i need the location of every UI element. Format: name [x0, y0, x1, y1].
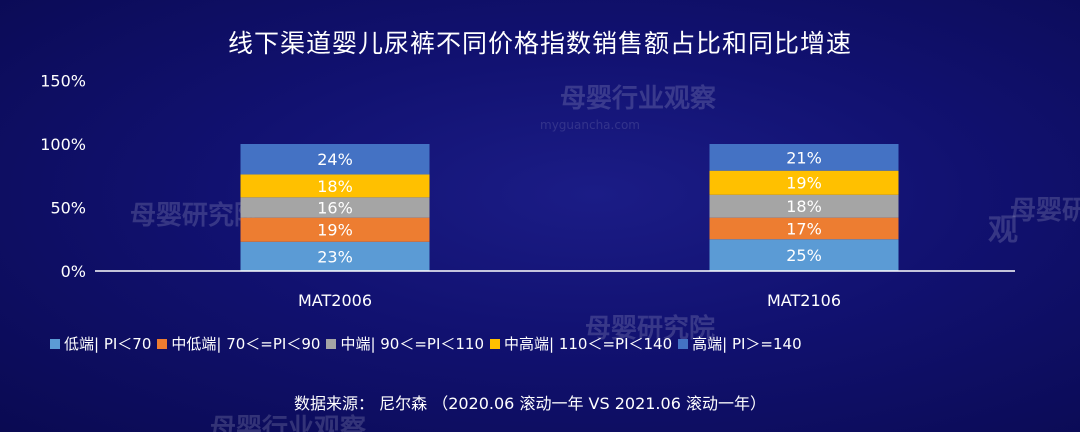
watermark: 母婴行业观察 [210, 414, 367, 432]
watermark: 母婴研究院 [130, 201, 261, 231]
y-tick-label: 150% [40, 72, 86, 91]
legend-label: 高端| PI＞=140 [692, 335, 802, 353]
bar-segment [240, 217, 430, 242]
legend-label: 中端| 90＜=PI＜110 [340, 335, 485, 353]
data-label: 23% [317, 247, 353, 266]
bar-segment [240, 144, 430, 175]
legend: 低端| PI＜70 中低端| 70＜=PI＜90 中端| 90＜=PI＜110 中高端… [50, 333, 1050, 354]
data-label: 17% [786, 219, 822, 238]
legend-swatch [157, 338, 168, 349]
bar-segment [709, 170, 899, 195]
data-label: 19% [786, 174, 822, 193]
bar-segment [709, 144, 899, 171]
stacked-bar-chart: 0% 50% 100% 150% 23% 19% 16% 18% 24% 25% 17% 18% 19… [40, 72, 1015, 310]
watermark: 母婴行业观察 [560, 84, 717, 114]
data-label: 25% [786, 246, 822, 265]
legend-item: 中低端| 70＜=PI＜90 [157, 333, 320, 354]
legend-label: 中低端| 70＜=PI＜90 [171, 335, 321, 353]
watermark: 观 [988, 213, 1018, 248]
y-axis: 0% 50% 100% 150% [40, 72, 86, 282]
x-axis: MAT2006 MAT2106 [95, 270, 1015, 310]
bar-segment [709, 194, 899, 218]
bar-segment [240, 241, 430, 271]
bars: 23% 19% 16% 18% 24% 25% 17% 18% 19% 21% [240, 144, 899, 271]
bar-segment [240, 197, 430, 218]
source-note: 数据来源： 尼尔森 （2020.06 滚动一年 VS 2021.06 滚动一年） [294, 394, 766, 413]
y-tick-label: 100% [40, 135, 86, 154]
x-tick-label: MAT2006 [298, 291, 372, 310]
watermark: 母婴研究院 [1010, 196, 1080, 226]
legend-swatch [50, 338, 60, 349]
data-label: 16% [317, 199, 353, 218]
bar-segment [709, 239, 899, 271]
legend-swatch [490, 338, 501, 349]
chart-title: 线下渠道婴儿尿裤不同价格指数销售额占比和同比增速 [227, 29, 852, 58]
data-label: 19% [317, 221, 353, 240]
bar-segment [240, 174, 430, 198]
data-label: 24% [317, 150, 353, 169]
watermark: 母婴研究院 [585, 314, 716, 344]
legend-swatch [678, 338, 689, 349]
legend-label: 低端| PI＜70 [64, 335, 152, 353]
legend-item: 高端| PI＞=140 [678, 333, 802, 354]
data-label: 21% [786, 148, 822, 167]
y-tick-label: 0% [61, 262, 86, 281]
data-label: 18% [786, 197, 822, 216]
legend-item: 中端| 90＜=PI＜110 [326, 333, 484, 354]
y-tick-label: 50% [50, 199, 86, 218]
legend-item: 中高端| 110＜=PI＜140 [490, 333, 672, 354]
x-tick-label: MAT2106 [767, 291, 841, 310]
data-label: 18% [317, 177, 353, 196]
bar-segment [709, 217, 899, 240]
legend-item: 低端| PI＜70 [50, 333, 151, 354]
legend-swatch [326, 338, 337, 349]
watermark: myguancha.com [540, 118, 640, 132]
legend-label: 中高端| 110＜=PI＜140 [504, 335, 673, 353]
